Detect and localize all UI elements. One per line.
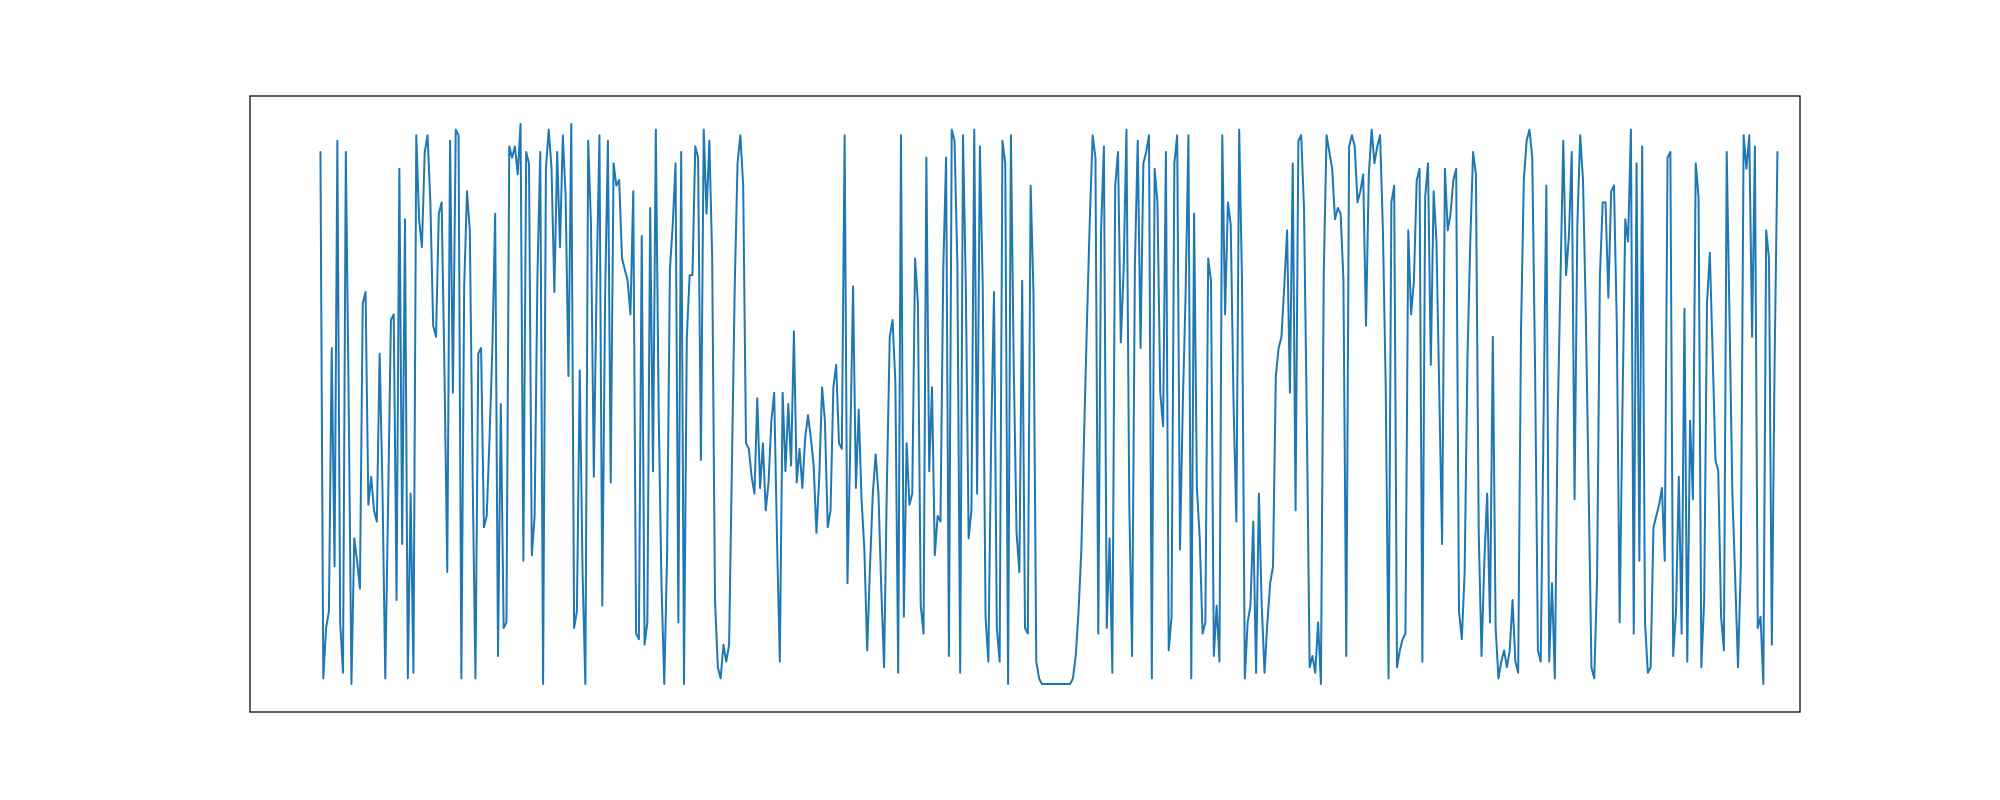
series-group — [319, 123, 1779, 685]
series-line-1 — [319, 123, 1779, 685]
axes-frame — [249, 95, 1801, 713]
